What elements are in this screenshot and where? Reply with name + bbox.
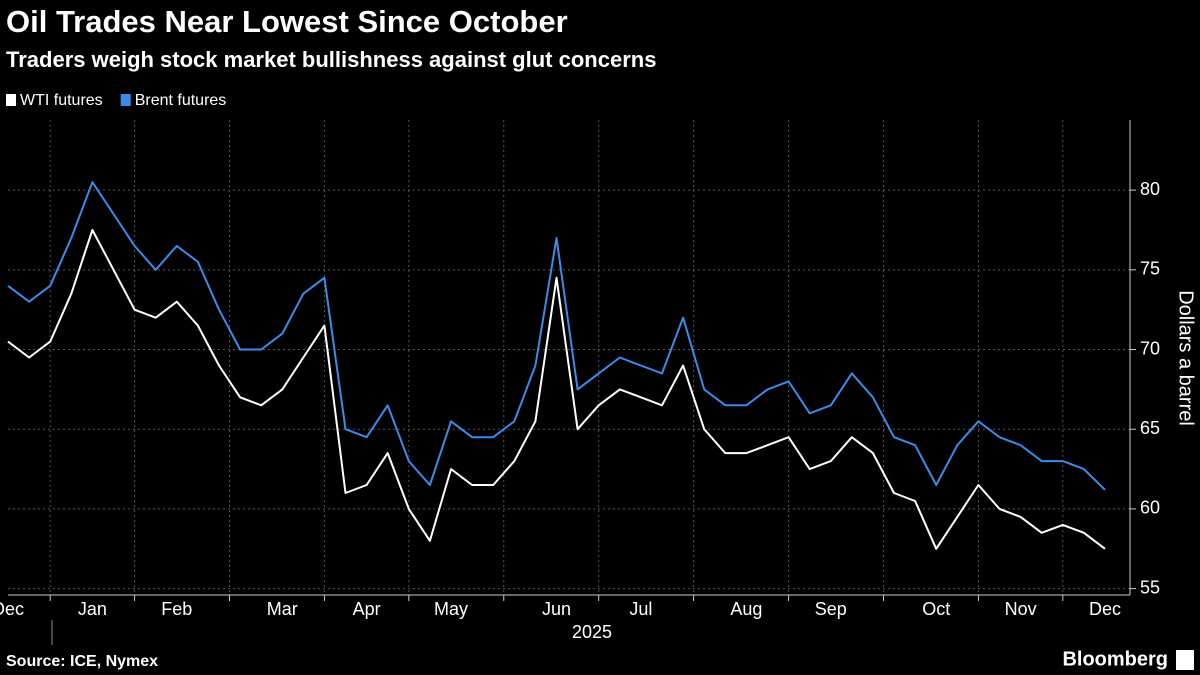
y-tick-label: 55 [1140,577,1160,597]
legend-swatch [6,94,16,106]
x-tick-label: Aug [730,599,762,619]
chart-title: Oil Trades Near Lowest Since October [6,4,568,39]
x-tick-label: Jun [542,599,571,619]
legend-label: Brent futures [135,92,227,109]
chart-subtitle: Traders weigh stock market bullishness a… [6,47,656,72]
series-line [7,229,1106,550]
x-tick-label: Oct [922,599,950,619]
y-tick-label: 65 [1140,418,1160,438]
x-tick-label: Dec [1089,599,1121,619]
x-tick-label: Dec [0,599,24,619]
y-tick-label: 70 [1140,338,1160,358]
x-tick-label: Jul [629,599,652,619]
x-tick-label: May [434,599,468,619]
y-tick-label: 80 [1140,179,1160,199]
x-tick-label: Mar [267,599,298,619]
y-axis-label: Dollars a barrel [1175,290,1197,426]
y-tick-label: 75 [1140,259,1160,279]
series-line [7,181,1106,491]
legend-swatch [120,94,131,106]
brand: Bloomberg [1062,648,1168,670]
legend-label: WTI futures [20,92,103,109]
x-tick-label: Nov [1005,599,1037,619]
x-tick-label: Jan [78,599,107,619]
source: Source: ICE, Nymex [6,653,158,670]
x-axis-label: 2025 [572,622,612,642]
y-tick-label: 60 [1140,498,1160,518]
x-tick-label: Sep [815,599,847,619]
brand-icon [1176,650,1194,670]
x-tick-label: Apr [353,599,381,619]
x-tick-label: Feb [161,599,192,619]
